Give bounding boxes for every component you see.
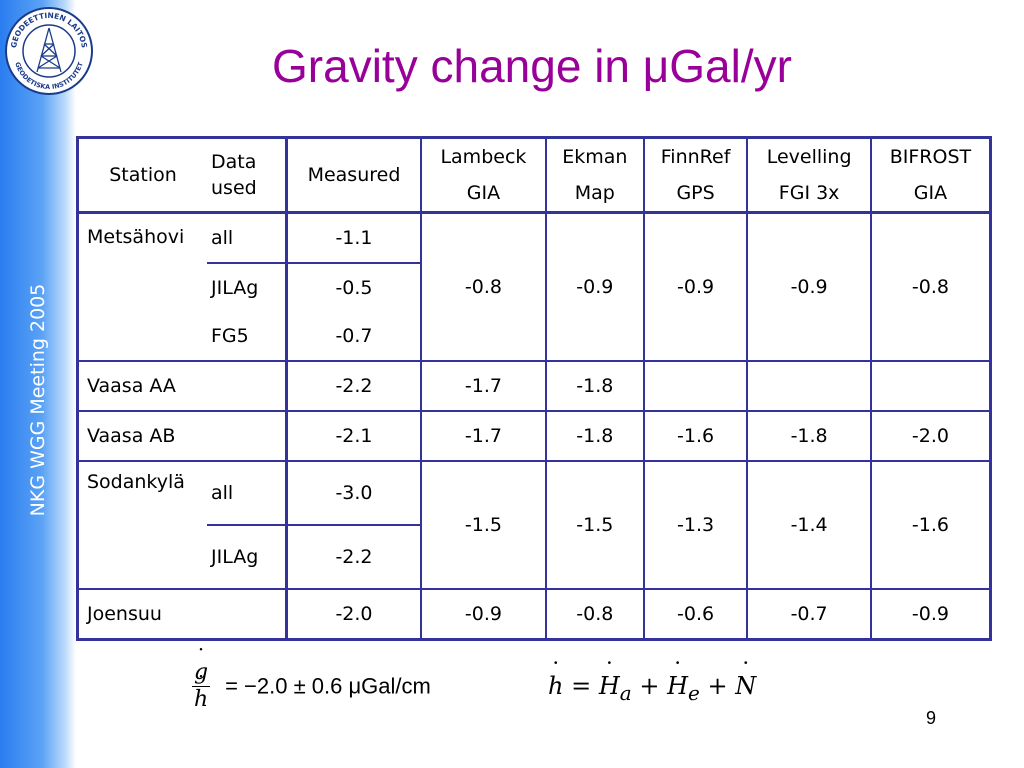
header-ekman: Ekman Map	[544, 136, 645, 214]
N-term: N	[735, 672, 756, 700]
data-used-cell	[207, 588, 288, 641]
header-lambeck-line2: GIA	[466, 182, 501, 204]
He-term: H	[667, 672, 688, 700]
data-used-cell	[207, 360, 288, 412]
table-row: JILAg -0.5	[78, 263, 991, 312]
header-measured: Measured	[285, 136, 422, 214]
measured-cell: -3.0	[285, 460, 422, 526]
header-levelling: Levelling FGI 3x	[746, 136, 872, 214]
header-bifrost-line2: GIA	[913, 182, 948, 204]
sidebar: NKG WGG Meeting 2005	[0, 0, 76, 768]
finnref-cell: -1.6	[642, 410, 749, 462]
header-lambeck-line1: Lambeck	[440, 146, 527, 168]
bifrost-cell: -2.0	[869, 410, 992, 462]
formula-plus-2: +	[699, 672, 736, 700]
data-used-cell: all	[207, 211, 288, 264]
header-data-used-line2: used	[211, 177, 257, 199]
measured-cell: -2.2	[285, 360, 422, 412]
station-cell: Sodankylä	[76, 460, 207, 590]
bifrost-cell: -0.9	[869, 588, 992, 641]
h-dot: h	[194, 687, 208, 713]
header-lambeck: Lambeck GIA	[419, 136, 547, 214]
finnref-cell	[642, 360, 749, 412]
data-used-cell: FG5	[207, 312, 288, 362]
finnref-cell: -0.6	[642, 588, 749, 641]
data-used-cell: JILAg	[207, 263, 288, 312]
measured-cell: -1.1	[285, 211, 422, 264]
data-used-cell: JILAg	[207, 525, 288, 590]
measured-cell: -0.5	[285, 263, 422, 312]
bifrost-cell: -1.6	[869, 460, 992, 590]
header-finnref-line1: FinnRef	[660, 146, 731, 168]
header-finnref: FinnRef GPS	[642, 136, 749, 214]
levelling-cell: -1.4	[746, 460, 872, 590]
measured-cell: -2.1	[285, 410, 422, 462]
page-title: Gravity change in μGal/yr	[272, 40, 792, 92]
station-cell: Vaasa AB	[76, 410, 207, 462]
header-bifrost: BIFROST GIA	[869, 136, 992, 214]
Ha-subscript: a	[619, 680, 632, 705]
ekman-cell: -0.8	[544, 588, 645, 641]
ekman-cell: -1.5	[544, 460, 645, 590]
finnref-cell: -0.9	[642, 211, 749, 362]
header-station: Station	[76, 136, 207, 214]
station-cell: Vaasa AA	[76, 360, 207, 412]
table-row: Metsähovi all -1.1 -0.8 -0.9 -0.9 -0.9 -…	[76, 211, 992, 362]
station-cell: Metsähovi	[76, 211, 207, 362]
Ha-term: H	[599, 672, 620, 700]
lambeck-cell: -1.7	[419, 360, 547, 412]
tower-icon	[36, 27, 62, 73]
measured-cell: -2.0	[285, 588, 422, 641]
height-sum-formula: h = Ha + He + N	[548, 672, 756, 705]
formula-denominator: h	[192, 687, 210, 713]
lambeck-cell: -0.8	[419, 211, 547, 362]
gravity-table: Station Data used Measured Lambeck GIA E…	[76, 136, 992, 641]
levelling-cell: -0.7	[746, 588, 872, 641]
header-levelling-line1: Levelling	[766, 146, 852, 168]
levelling-cell: -1.8	[746, 410, 872, 462]
formula-rhs: = −2.0 ± 0.6 μGal/cm	[225, 673, 431, 699]
data-used-cell: all	[207, 460, 288, 526]
lambeck-cell: -1.5	[419, 460, 547, 590]
table-row: Vaasa AA -2.2 -1.7 -1.8	[76, 360, 992, 412]
formula-eq: =	[563, 672, 599, 700]
table-row: FG5 -0.7	[78, 312, 991, 362]
institute-logo: GEODEETTINEN LAITOS GEODETISKA INSTITUTE…	[5, 7, 93, 95]
bifrost-cell	[869, 360, 992, 412]
header-levelling-line2: FGI 3x	[778, 182, 840, 204]
finnref-cell: -1.3	[642, 460, 749, 590]
lambeck-cell: -0.9	[419, 588, 547, 641]
h-dot-term: h	[548, 672, 563, 700]
bifrost-cell: -0.8	[869, 211, 992, 362]
table-header-row: Station Data used Measured Lambeck GIA E…	[76, 136, 992, 214]
ekman-cell: -0.9	[544, 211, 645, 362]
header-data-used: Data used	[207, 136, 288, 214]
header-bifrost-line1: BIFROST	[889, 146, 972, 168]
table-row: Vaasa AB -2.1 -1.7 -1.8 -1.6 -1.8 -2.0	[76, 410, 992, 462]
station-cell: Joensuu	[76, 588, 207, 641]
ekman-cell: -1.8	[544, 360, 645, 412]
header-finnref-line2: GPS	[676, 182, 715, 204]
station-label: Sodankylä	[87, 471, 185, 493]
measured-cell: -2.2	[285, 525, 422, 590]
formula-plus-1: +	[631, 672, 668, 700]
header-ekman-line2: Map	[574, 182, 615, 204]
gravity-ratio-formula: g h = −2.0 ± 0.6 μGal/cm	[192, 660, 431, 713]
levelling-cell	[746, 360, 872, 412]
table-row: JILAg -2.2	[78, 525, 991, 590]
measured-cell: -0.7	[285, 312, 422, 362]
formula-fraction: g h	[192, 660, 211, 713]
page-number: 9	[925, 708, 936, 728]
levelling-cell: -0.9	[746, 211, 872, 362]
lambeck-cell: -1.7	[419, 410, 547, 462]
header-data-used-line1: Data	[211, 151, 257, 173]
sidebar-meeting-text: NKG WGG Meeting 2005	[27, 283, 49, 517]
table-row: Sodankylä all -3.0 -1.5 -1.5 -1.3 -1.4 -…	[76, 460, 992, 590]
table-row: Joensuu -2.0 -0.9 -0.8 -0.6 -0.7 -0.9	[76, 588, 992, 641]
header-ekman-line1: Ekman	[562, 146, 628, 168]
data-used-cell	[207, 410, 288, 462]
ekman-cell: -1.8	[544, 410, 645, 462]
He-subscript: e	[688, 680, 700, 705]
